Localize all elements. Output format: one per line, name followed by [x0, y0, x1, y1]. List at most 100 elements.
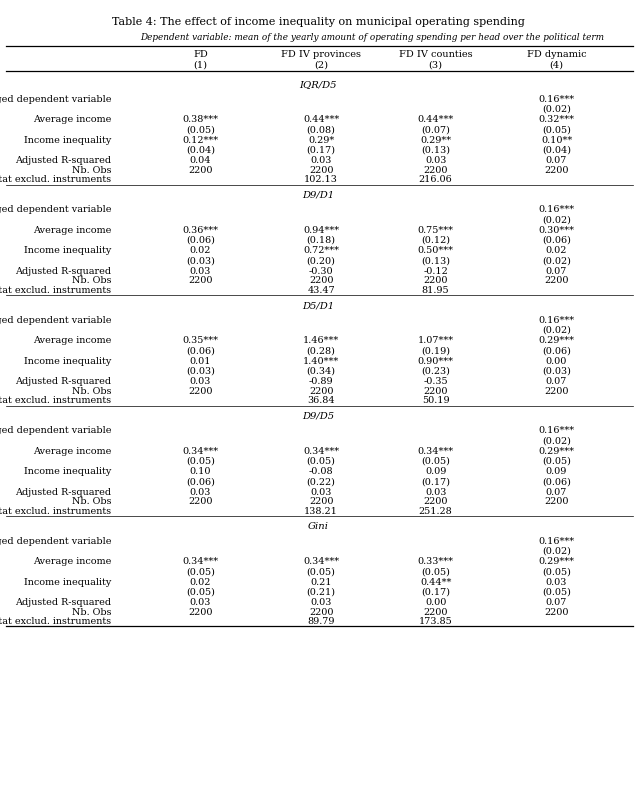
Text: 0.16***: 0.16***	[539, 205, 574, 214]
Text: D9/D5: D9/D5	[302, 412, 334, 421]
Text: 2200: 2200	[544, 387, 569, 395]
Text: (0.04): (0.04)	[542, 146, 571, 155]
Text: Average income: Average income	[33, 447, 111, 455]
Text: 0.02: 0.02	[190, 246, 211, 255]
Text: 0.04: 0.04	[190, 156, 211, 165]
Text: -0.35: -0.35	[424, 377, 448, 386]
Text: Average income: Average income	[33, 557, 111, 566]
Text: 216.06: 216.06	[418, 175, 453, 184]
Text: Table 4: The effect of income inequality on municipal operating spending: Table 4: The effect of income inequality…	[111, 17, 525, 28]
Text: 173.85: 173.85	[418, 617, 453, 626]
Text: 0.16***: 0.16***	[539, 537, 574, 545]
Text: (0.19): (0.19)	[421, 346, 450, 355]
Text: 2200: 2200	[188, 608, 212, 616]
Text: 50.19: 50.19	[422, 396, 450, 405]
Text: (0.05): (0.05)	[542, 567, 571, 576]
Text: (0.05): (0.05)	[421, 457, 450, 466]
Text: (1): (1)	[193, 61, 207, 69]
Text: (0.20): (0.20)	[307, 256, 336, 265]
Text: (0.05): (0.05)	[186, 457, 215, 466]
Text: (0.28): (0.28)	[307, 346, 336, 355]
Text: (0.12): (0.12)	[421, 236, 450, 245]
Text: 2200: 2200	[188, 276, 212, 285]
Text: (2): (2)	[314, 61, 328, 69]
Text: Adjusted R-squared: Adjusted R-squared	[15, 156, 111, 165]
Text: Adjusted R-squared: Adjusted R-squared	[15, 598, 111, 607]
Text: 2200: 2200	[544, 497, 569, 506]
Text: F-stat exclud. instruments: F-stat exclud. instruments	[0, 507, 111, 515]
Text: 251.28: 251.28	[418, 507, 453, 515]
Text: 0.34***: 0.34***	[303, 557, 339, 566]
Text: 0.29***: 0.29***	[539, 557, 574, 566]
Text: (0.13): (0.13)	[421, 146, 450, 155]
Text: Income inequality: Income inequality	[24, 357, 111, 365]
Text: 0.07: 0.07	[546, 598, 567, 607]
Text: 43.47: 43.47	[307, 286, 335, 294]
Text: FD: FD	[193, 50, 208, 58]
Text: 1.46***: 1.46***	[303, 336, 339, 345]
Text: 102.13: 102.13	[304, 175, 338, 184]
Text: 0.12***: 0.12***	[183, 136, 218, 144]
Text: 0.00: 0.00	[425, 598, 446, 607]
Text: 0.07: 0.07	[546, 377, 567, 386]
Text: FD IV provinces: FD IV provinces	[281, 50, 361, 58]
Text: 0.07: 0.07	[546, 267, 567, 275]
Text: 0.29***: 0.29***	[539, 447, 574, 455]
Text: 0.16***: 0.16***	[539, 95, 574, 103]
Text: (0.02): (0.02)	[542, 215, 571, 224]
Text: D5/D1: D5/D1	[302, 301, 334, 310]
Text: 0.94***: 0.94***	[303, 226, 339, 234]
Text: (0.06): (0.06)	[542, 477, 571, 486]
Text: 0.02: 0.02	[190, 578, 211, 586]
Text: 0.03: 0.03	[425, 488, 446, 496]
Text: 81.95: 81.95	[422, 286, 450, 294]
Text: 0.35***: 0.35***	[183, 336, 218, 345]
Text: Nb. Obs: Nb. Obs	[72, 497, 111, 506]
Text: 0.30***: 0.30***	[539, 226, 574, 234]
Text: 0.07: 0.07	[546, 156, 567, 165]
Text: Income inequality: Income inequality	[24, 136, 111, 144]
Text: Adjusted R-squared: Adjusted R-squared	[15, 488, 111, 496]
Text: 2200: 2200	[544, 166, 569, 174]
Text: (0.04): (0.04)	[186, 146, 215, 155]
Text: (0.06): (0.06)	[542, 346, 571, 355]
Text: 0.09: 0.09	[546, 467, 567, 476]
Text: 0.36***: 0.36***	[183, 226, 218, 234]
Text: Lagged dependent variable: Lagged dependent variable	[0, 537, 111, 545]
Text: 2200: 2200	[188, 497, 212, 506]
Text: 0.00: 0.00	[546, 357, 567, 365]
Text: F-stat exclud. instruments: F-stat exclud. instruments	[0, 286, 111, 294]
Text: 36.84: 36.84	[307, 396, 335, 405]
Text: Income inequality: Income inequality	[24, 467, 111, 476]
Text: (0.08): (0.08)	[307, 125, 336, 134]
Text: 0.34***: 0.34***	[183, 447, 218, 455]
Text: 0.44***: 0.44***	[303, 115, 339, 124]
Text: (0.06): (0.06)	[186, 477, 215, 486]
Text: (0.06): (0.06)	[542, 236, 571, 245]
Text: 2200: 2200	[544, 276, 569, 285]
Text: (0.05): (0.05)	[542, 588, 571, 596]
Text: (0.17): (0.17)	[421, 477, 450, 486]
Text: 0.72***: 0.72***	[303, 246, 339, 255]
Text: 89.79: 89.79	[307, 617, 335, 626]
Text: (0.23): (0.23)	[421, 367, 450, 376]
Text: (0.02): (0.02)	[542, 256, 571, 265]
Text: (0.06): (0.06)	[186, 346, 215, 355]
Text: -0.89: -0.89	[309, 377, 333, 386]
Text: 0.03: 0.03	[190, 598, 211, 607]
Text: 0.03: 0.03	[190, 488, 211, 496]
Text: (0.03): (0.03)	[186, 367, 215, 376]
Text: Adjusted R-squared: Adjusted R-squared	[15, 267, 111, 275]
Text: 0.50***: 0.50***	[418, 246, 453, 255]
Text: 0.03: 0.03	[310, 488, 332, 496]
Text: 2200: 2200	[309, 166, 333, 174]
Text: Adjusted R-squared: Adjusted R-squared	[15, 377, 111, 386]
Text: 0.03: 0.03	[190, 267, 211, 275]
Text: F-stat exclud. instruments: F-stat exclud. instruments	[0, 175, 111, 184]
Text: Nb. Obs: Nb. Obs	[72, 166, 111, 174]
Text: F-stat exclud. instruments: F-stat exclud. instruments	[0, 617, 111, 626]
Text: 0.75***: 0.75***	[418, 226, 453, 234]
Text: (0.06): (0.06)	[186, 236, 215, 245]
Text: (0.05): (0.05)	[307, 567, 336, 576]
Text: D9/D1: D9/D1	[302, 191, 334, 200]
